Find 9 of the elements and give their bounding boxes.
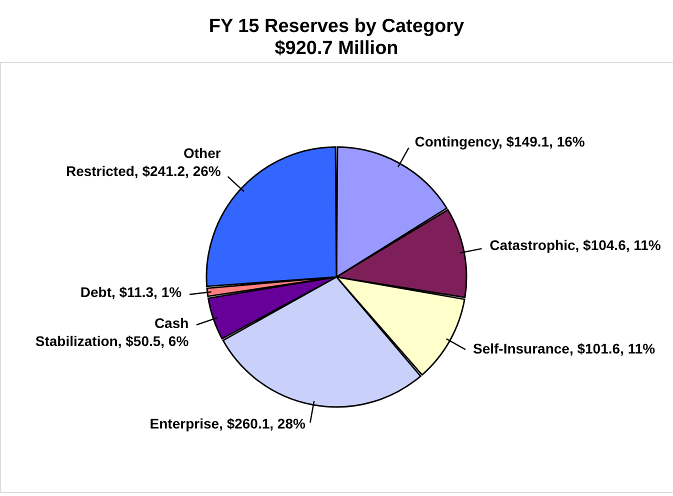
chart-title: FY 15 Reserves by Category: [208, 16, 465, 37]
slice-label: Cash Stabilization, $50.5, 6%: [35, 315, 190, 350]
slice-label: Contingency, $149.1, 16%: [414, 133, 586, 150]
slice-label: Other Restricted, $241.2, 26%: [66, 144, 222, 179]
slice-label: Debt, $11.3, 1%: [80, 284, 182, 300]
chart-subtitle: $920.7 Million: [274, 38, 398, 59]
slice-label: Enterprise, $260.1, 28%: [150, 416, 306, 432]
slice-label: Self-Insurance, $101.6, 11%: [472, 340, 656, 357]
slice-label: Catastrophic, $104.6, 11%: [490, 236, 662, 253]
